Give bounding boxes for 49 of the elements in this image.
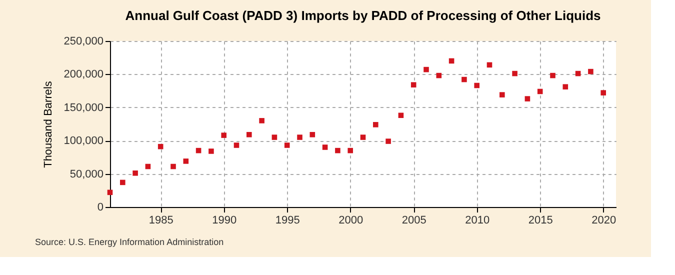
point <box>107 190 113 196</box>
point <box>373 122 378 128</box>
point <box>348 148 353 154</box>
point <box>562 84 568 90</box>
point <box>170 164 176 170</box>
point <box>500 92 505 98</box>
x-tick-label: 2020 <box>592 214 616 226</box>
point <box>550 72 556 78</box>
y-tick-label: 150,000 <box>64 102 104 114</box>
point <box>120 180 126 186</box>
point <box>410 82 416 88</box>
point <box>360 134 366 140</box>
point <box>588 68 594 74</box>
point <box>183 158 189 164</box>
x-tick-label: 2010 <box>465 214 490 226</box>
point <box>259 118 264 124</box>
x-tick-label: 2000 <box>338 214 364 226</box>
point <box>221 132 226 138</box>
point <box>424 66 429 72</box>
y-tick-label: 50,000 <box>70 168 104 180</box>
y-tick-label: 250,000 <box>64 36 104 48</box>
point <box>512 70 518 76</box>
point <box>297 134 302 140</box>
point <box>310 132 316 138</box>
x-tick-label: 2015 <box>528 214 553 226</box>
point <box>246 132 252 138</box>
point <box>600 90 606 96</box>
x-tick-label: 1995 <box>275 214 300 226</box>
y-tick-label: 0 <box>97 202 104 214</box>
point <box>462 76 467 82</box>
y-tick-label: 100,000 <box>64 135 104 148</box>
point <box>474 82 480 88</box>
point <box>322 144 328 150</box>
point <box>132 170 138 176</box>
y-tick-label: 200,000 <box>64 68 104 81</box>
point <box>398 112 404 118</box>
point <box>208 148 214 154</box>
point <box>335 148 340 154</box>
point <box>234 142 240 148</box>
source-note: Source: U.S. Energy Information Administration <box>35 237 224 247</box>
x-tick-label: 2005 <box>402 214 426 226</box>
point <box>386 138 391 144</box>
point <box>284 142 290 148</box>
point <box>524 96 530 102</box>
chart-title: Annual Gulf Coast (PADD 3) Imports by PADD of Processing of Other Liquids <box>125 8 601 23</box>
x-tick-label: 1990 <box>212 214 237 226</box>
y-axis-title: Thousand Barrels <box>42 80 55 168</box>
point <box>272 134 278 140</box>
x-tick-label: 1985 <box>148 214 174 226</box>
